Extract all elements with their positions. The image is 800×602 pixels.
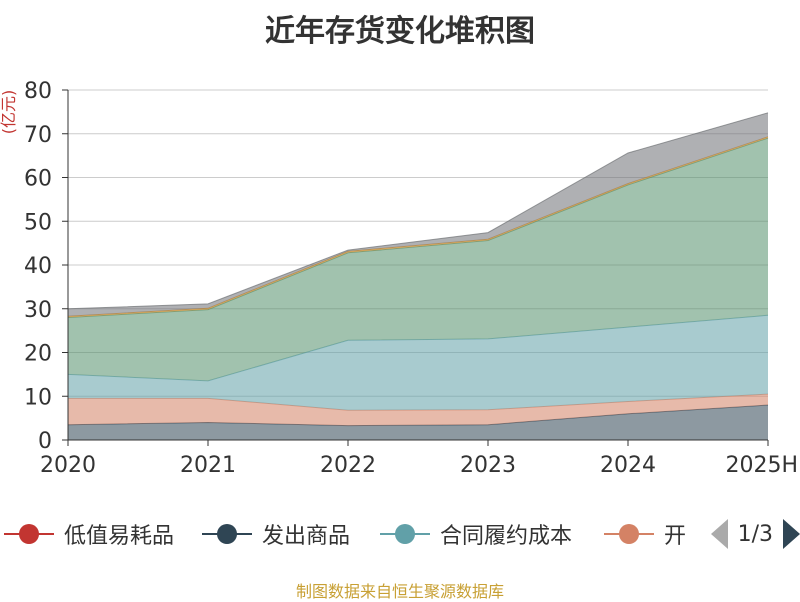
legend-item[interactable]: 发出商品 [202, 514, 350, 554]
y-tick-label: 30 [24, 298, 52, 323]
legend-swatch-icon [4, 524, 54, 544]
legend-label: 低值易耗品 [64, 524, 175, 549]
y-tick-label: 10 [24, 385, 52, 410]
y-axis-label: (亿元) [0, 90, 18, 135]
legend-item[interactable]: 低值易耗品 [4, 514, 174, 554]
legend-swatch-icon [604, 524, 654, 544]
y-tick-label: 20 [24, 342, 52, 367]
legend-pager: 1/3 [692, 514, 800, 554]
legend-label: 开 [664, 524, 687, 549]
y-tick-label: 80 [24, 79, 52, 104]
legend: 低值易耗品 发出商品 合同履约成本 开 [0, 514, 800, 554]
area-series-6-line [67, 112, 769, 310]
area-series-2 [68, 394, 768, 426]
y-tick-label: 40 [24, 254, 52, 279]
chart-title: 近年存货变化堆积图 [265, 14, 535, 49]
legend-label: 发出商品 [262, 524, 351, 549]
area-series-1 [68, 405, 768, 440]
x-tick-label: 2020 [40, 453, 96, 478]
y-tick-label: 0 [38, 429, 52, 454]
x-tick-label: 2022 [320, 453, 376, 478]
legend-prev-arrow-icon[interactable] [710, 519, 728, 549]
legend-label: 合同履约成本 [440, 524, 573, 549]
y-tick-label: 60 [24, 167, 52, 192]
x-tick-label: 2021 [180, 453, 236, 478]
legend-next-arrow-icon[interactable] [783, 519, 800, 549]
legend-item[interactable]: 合同履约成本 [380, 514, 572, 554]
area-series-3 [68, 315, 768, 411]
legend-item[interactable]: 开 [604, 514, 686, 554]
legend-swatch-icon [202, 524, 252, 544]
data-source-footer: 制图数据来自恒生聚源数据库 [295, 582, 504, 601]
x-tick-label: 2023 [460, 453, 516, 478]
x-tick-label: 2025H [725, 453, 798, 478]
legend-page-indicator: 1/3 [737, 521, 773, 547]
y-tick-label: 70 [24, 123, 52, 148]
y-tick-label: 50 [24, 210, 52, 235]
legend-swatch-icon [380, 524, 430, 544]
x-tick-label: 2024 [600, 453, 656, 478]
